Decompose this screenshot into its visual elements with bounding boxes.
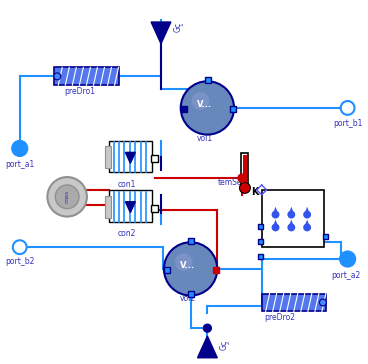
Text: V...: V... — [197, 100, 212, 110]
Bar — [54, 67, 118, 85]
Circle shape — [47, 177, 87, 217]
Polygon shape — [304, 207, 310, 215]
Circle shape — [272, 211, 279, 218]
Text: Gc: Gc — [219, 340, 228, 350]
Polygon shape — [273, 219, 279, 228]
Bar — [188, 290, 194, 297]
Bar — [105, 146, 111, 168]
Circle shape — [303, 211, 311, 218]
Bar — [258, 225, 263, 229]
Text: m: m — [310, 222, 318, 230]
Polygon shape — [198, 336, 217, 358]
Circle shape — [287, 223, 295, 232]
Bar — [205, 77, 211, 83]
Text: con2: con2 — [117, 229, 136, 238]
Text: temSen: temSen — [217, 178, 247, 187]
Circle shape — [55, 185, 79, 209]
Polygon shape — [125, 202, 135, 213]
Circle shape — [238, 174, 246, 182]
Circle shape — [303, 223, 311, 232]
Text: port_a1: port_a1 — [5, 160, 34, 169]
Text: 1: 1 — [180, 22, 185, 25]
Circle shape — [341, 101, 354, 115]
Polygon shape — [289, 207, 294, 215]
Circle shape — [12, 141, 28, 156]
Text: port_b1: port_b1 — [333, 119, 362, 128]
Polygon shape — [151, 22, 171, 44]
Text: V...: V... — [180, 261, 195, 270]
Circle shape — [54, 73, 61, 80]
Text: vol2: vol2 — [180, 294, 196, 302]
Bar — [258, 239, 263, 244]
Text: 2: 2 — [225, 340, 230, 344]
Text: Gc: Gc — [174, 22, 183, 32]
Text: preDro1: preDro1 — [64, 87, 95, 96]
Bar — [109, 190, 152, 222]
Polygon shape — [273, 207, 279, 215]
Bar — [213, 267, 219, 273]
Bar — [230, 106, 236, 112]
Text: mas: mas — [65, 190, 70, 203]
Circle shape — [319, 299, 326, 306]
Bar — [109, 141, 152, 172]
Circle shape — [340, 251, 355, 267]
Circle shape — [204, 324, 211, 332]
Circle shape — [272, 223, 279, 232]
Bar — [243, 155, 247, 183]
Bar — [258, 254, 263, 259]
Circle shape — [164, 242, 217, 296]
Circle shape — [192, 92, 209, 110]
Polygon shape — [125, 153, 135, 163]
Circle shape — [240, 182, 250, 193]
Circle shape — [13, 240, 26, 254]
Text: port_b2: port_b2 — [5, 257, 34, 266]
Text: K: K — [251, 187, 258, 197]
Bar — [105, 196, 111, 218]
Polygon shape — [304, 219, 310, 228]
Circle shape — [287, 211, 295, 218]
Bar — [241, 153, 248, 185]
Text: con1: con1 — [117, 180, 136, 189]
Bar — [262, 190, 324, 247]
Text: vol1: vol1 — [197, 134, 212, 143]
Polygon shape — [289, 219, 294, 228]
Bar — [188, 238, 194, 244]
Text: port_a2: port_a2 — [331, 271, 360, 280]
Circle shape — [175, 253, 192, 271]
Bar — [323, 234, 328, 239]
Bar — [151, 155, 158, 162]
Circle shape — [181, 81, 234, 135]
Text: preDro2: preDro2 — [265, 313, 296, 323]
Bar — [151, 205, 158, 211]
Bar — [262, 294, 326, 311]
Bar — [164, 267, 170, 273]
Bar — [181, 106, 187, 112]
